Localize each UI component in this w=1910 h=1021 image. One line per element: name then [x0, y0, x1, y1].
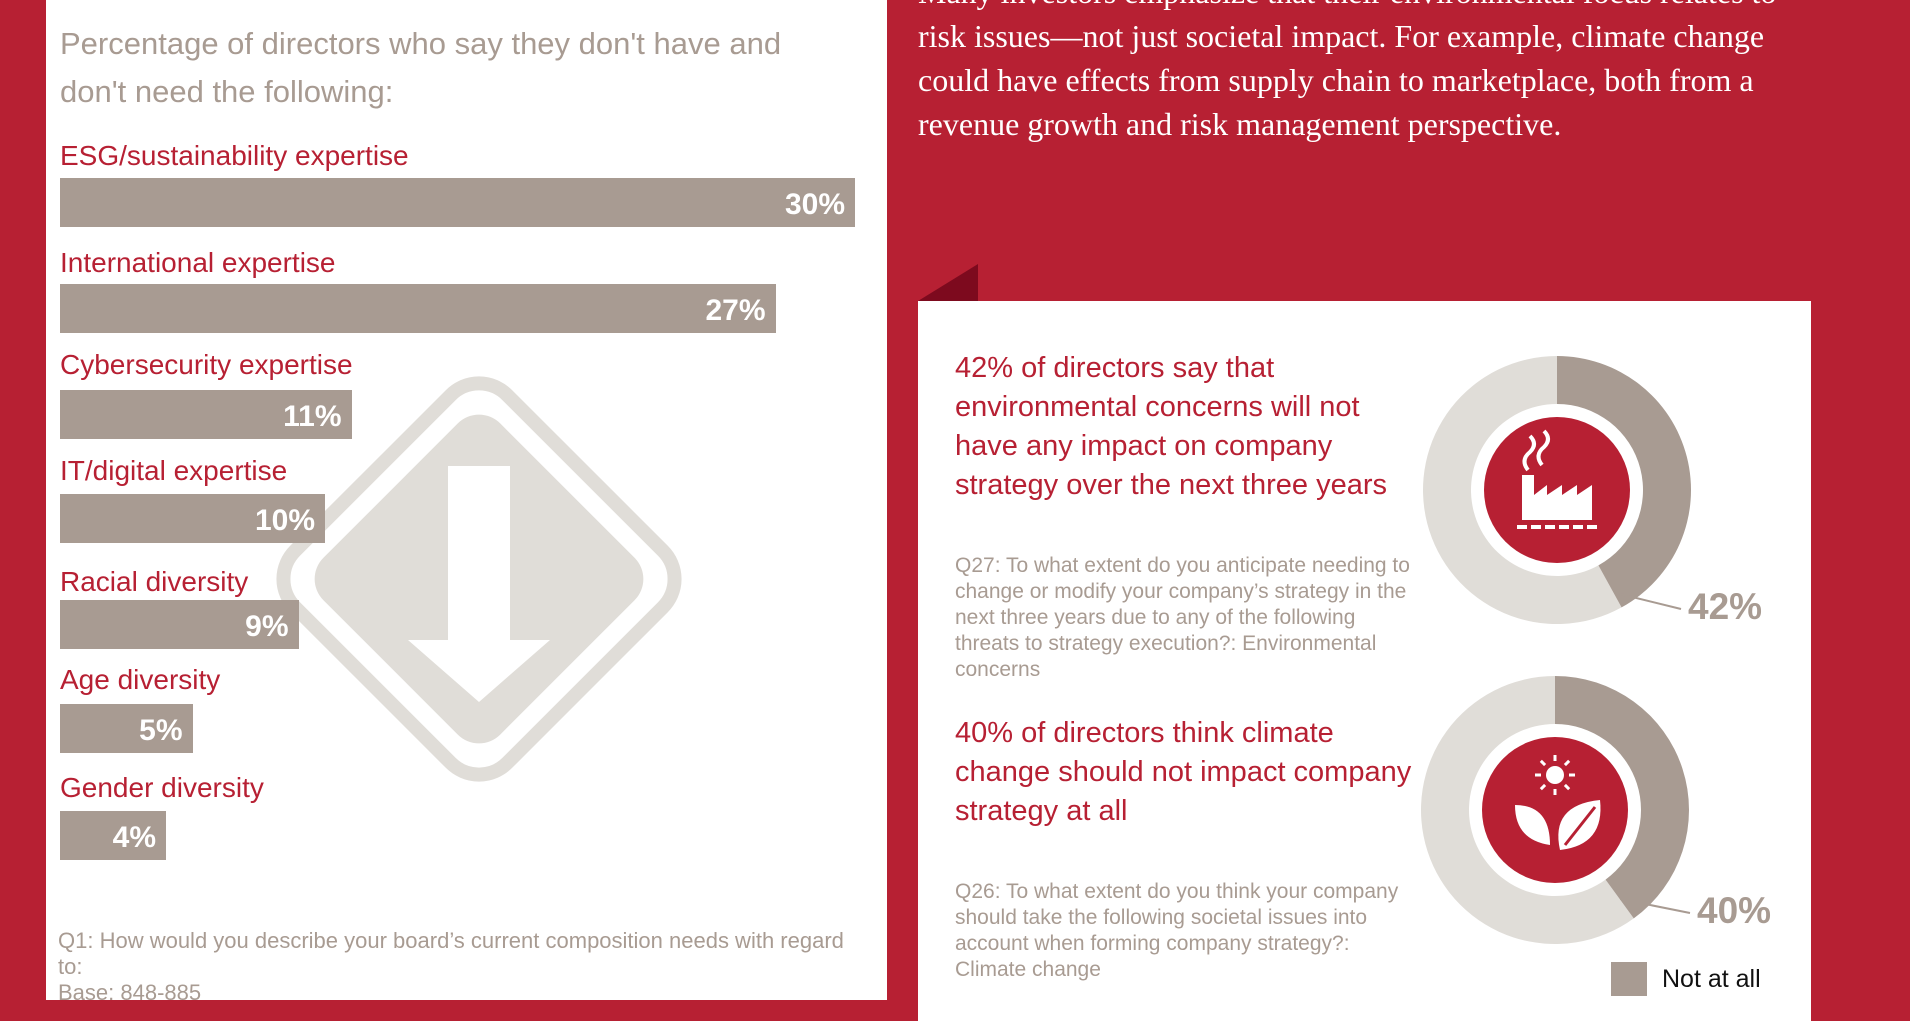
sun-leaf-icon — [1515, 755, 1601, 850]
bar: 10% — [60, 494, 325, 543]
bar-label: International expertise — [60, 247, 336, 278]
stat-value-1: 42% — [1688, 586, 1763, 627]
donut-not-at-all-segment — [1555, 676, 1689, 919]
intro-paragraph: Many investors emphasize that their envi… — [918, 0, 1776, 142]
bar: 5% — [60, 704, 193, 753]
bar: 27% — [60, 284, 776, 333]
legend-swatch — [1611, 962, 1647, 996]
bar: 30% — [60, 178, 855, 227]
stat-question-1: Q27: To what extent do you anticipate ne… — [955, 554, 1410, 681]
donut-not-at-all-segment — [1557, 356, 1691, 608]
bar-label: Cybersecurity expertise — [60, 349, 353, 380]
leader-line-1 — [1619, 593, 1682, 610]
footnote-question: Q1: How would you describe your board’s … — [58, 928, 844, 979]
left-panel: Percentage of directors who say they don… — [46, 0, 887, 1005]
icon-circle — [1482, 737, 1628, 883]
legend-label: Not at all — [1662, 965, 1761, 993]
down-arrow-diamond-icon — [276, 376, 682, 782]
donut-remainder-segment — [1423, 356, 1622, 624]
bar-label: Gender diversity — [60, 772, 264, 803]
stat-question-2: Q26: To what extent do you think your co… — [955, 880, 1399, 981]
bar: 4% — [60, 811, 166, 860]
bar-label: Racial diversity — [60, 566, 249, 597]
donut-chart-1 — [1423, 356, 1691, 624]
card-fold-decoration — [918, 264, 978, 301]
stat-heading-2: 40% of directors think climate change sh… — [955, 717, 1412, 827]
bar-label: IT/digital expertise — [60, 455, 288, 486]
stat-value-2: 40% — [1697, 890, 1772, 931]
stats-card: 42% of directors say that environmental … — [918, 301, 1811, 1021]
stat-heading-1: 42% of directors say that environmental … — [955, 352, 1387, 501]
chart-title: Percentage of directors who say they don… — [60, 26, 782, 109]
footnote: Q1: How would you describe your board’s … — [58, 928, 858, 1006]
bar-label: Age diversity — [60, 664, 221, 695]
donut-chart-2 — [1421, 676, 1689, 944]
bar-label: ESG/sustainability expertise — [60, 140, 409, 171]
donut-remainder-segment — [1421, 676, 1634, 944]
factory-icon — [1517, 429, 1597, 529]
bar: 9% — [60, 600, 299, 649]
footnote-base: Base: 848-885 — [58, 980, 202, 1005]
bar: 11% — [60, 390, 352, 439]
